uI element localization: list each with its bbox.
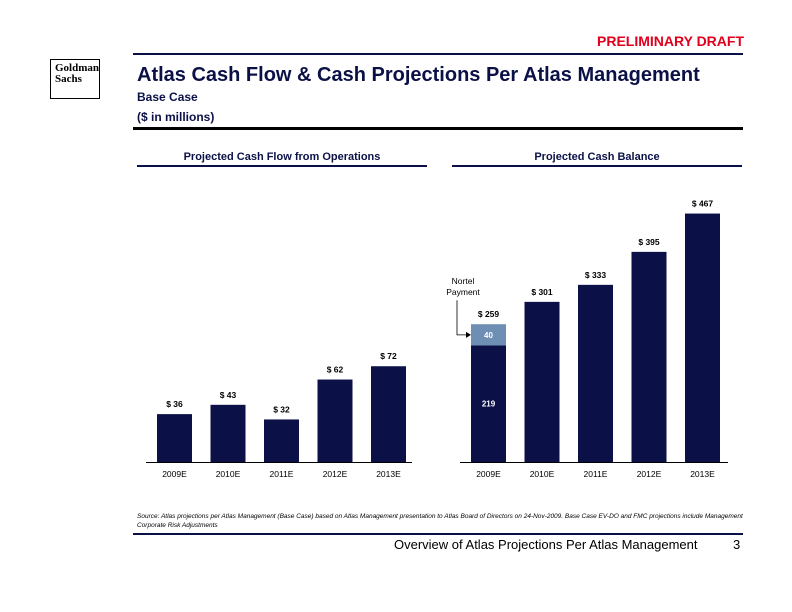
page-title: Atlas Cash Flow & Cash Projections Per A… xyxy=(137,64,700,86)
cash-balance-value-label-2011E: $ 333 xyxy=(585,270,607,280)
cash-flow-bar-2011E xyxy=(264,419,299,462)
nortel-annotation-line-2: Payment xyxy=(446,287,480,297)
logo-line-1: Goldman xyxy=(55,62,100,74)
cash-balance-bar-2011E xyxy=(578,284,613,462)
cash-flow-x-tick-2010E: 2010E xyxy=(216,469,241,479)
cash-balance-x-tick-2011E: 2011E xyxy=(584,469,608,479)
cash-balance-x-tick-2012E: 2012E xyxy=(637,469,662,479)
page-subtitle: Base Case xyxy=(137,90,198,104)
nortel-annotation-arrowhead xyxy=(466,331,471,338)
source-note: Source: Atlas projections per Atlas Mana… xyxy=(137,513,743,529)
preliminary-draft-label: PRELIMINARY DRAFT xyxy=(597,33,744,49)
logo-line-2: Sachs xyxy=(55,73,82,85)
cash-balance-x-tick-2010E: 2010E xyxy=(530,469,555,479)
cash-balance-chart-title: Projected Cash Balance xyxy=(534,151,660,163)
cash-flow-bar-2010E xyxy=(210,404,246,462)
cash-balance-value-label-2013E: $ 467 xyxy=(692,199,714,209)
cash-flow-value-label-2013E: $ 72 xyxy=(380,351,397,361)
cash-balance-chart-rule xyxy=(452,165,742,167)
cash-balance-bar-2012E xyxy=(631,251,667,462)
goldman-sachs-logo: Goldman Sachs xyxy=(50,59,100,99)
cash-flow-value-label-2012E: $ 62 xyxy=(327,365,344,375)
cash-flow-value-label-2010E: $ 43 xyxy=(220,390,237,400)
cash-balance-x-tick-2013E: 2013E xyxy=(690,469,715,479)
cash-flow-value-label-2009E: $ 36 xyxy=(166,399,183,409)
nortel-payment-segment-2009E xyxy=(471,324,506,346)
cash-balance-bar-2009E xyxy=(471,345,506,462)
cash-flow-x-tick-2013E: 2013E xyxy=(376,469,401,479)
cash-flow-chart-title: Projected Cash Flow from Operations xyxy=(183,151,381,163)
cash-flow-bar-2012E xyxy=(317,379,353,462)
cash-balance-bar-2013E xyxy=(685,213,720,462)
units-label: ($ in millions) xyxy=(137,110,215,124)
cash-flow-chart-rule xyxy=(137,165,427,167)
cash-flow-x-tick-2012E: 2012E xyxy=(323,469,348,479)
cash-flow-value-label-2011E: $ 32 xyxy=(273,404,290,414)
nortel-annotation-connector xyxy=(456,300,469,336)
cash-balance-x-tick-2009E: 2009E xyxy=(476,469,501,479)
cash-segment-label: 219 xyxy=(482,400,496,409)
footer-title: Overview of Atlas Projections Per Atlas … xyxy=(394,537,698,552)
cash-balance-value-label-2012E: $ 395 xyxy=(638,237,660,247)
cash-flow-bar-2009E xyxy=(157,414,192,462)
top-divider xyxy=(133,53,743,55)
nortel-annotation-line-1: Nortel xyxy=(452,276,475,286)
cash-balance-value-label-2009E: $ 259 xyxy=(478,309,500,319)
cash-balance-value-label-2010E: $ 301 xyxy=(531,287,553,297)
footer-divider xyxy=(133,533,743,535)
cash-flow-bar-2013E xyxy=(371,366,406,462)
cash-flow-x-tick-2011E: 2011E xyxy=(270,469,294,479)
cash-balance-bar-2010E xyxy=(524,301,560,462)
cash-flow-x-tick-2009E: 2009E xyxy=(162,469,187,479)
page-number: 3 xyxy=(733,537,741,552)
nortel-segment-label: 40 xyxy=(484,331,493,340)
header-divider xyxy=(133,127,743,130)
